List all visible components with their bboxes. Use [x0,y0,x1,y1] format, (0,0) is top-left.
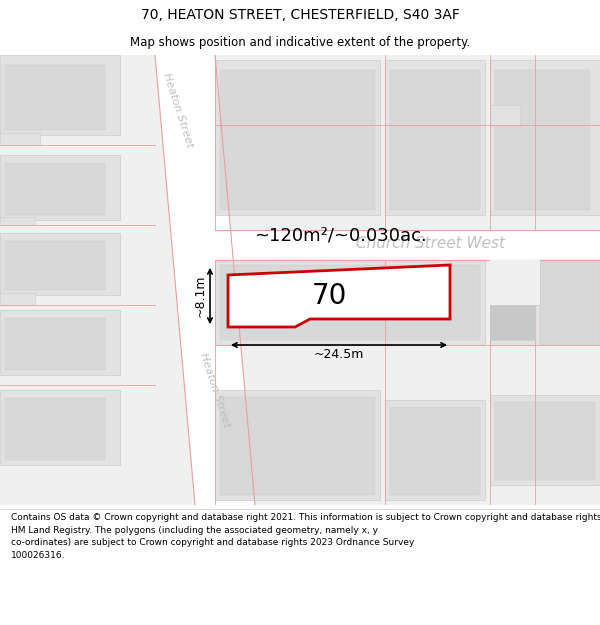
Bar [215,60,380,215]
Bar [215,260,485,345]
Bar [490,305,535,340]
Bar [490,105,520,125]
Bar [495,70,590,210]
Bar [0,390,120,465]
Text: Contains OS data © Crown copyright and database right 2021. This information is : Contains OS data © Crown copyright and d… [11,513,600,560]
Bar [390,407,480,495]
Bar [220,397,375,495]
Bar [5,163,105,215]
Bar [490,395,600,485]
Bar [490,260,540,290]
Bar [0,293,35,305]
Text: Heaton Street: Heaton Street [198,351,232,429]
Bar [215,390,380,500]
Text: Heaton Street: Heaton Street [161,71,195,149]
Bar [540,260,600,345]
Bar [390,70,480,210]
Text: ~120m²/~0.030ac.: ~120m²/~0.030ac. [254,226,427,244]
Bar [5,65,105,130]
Bar [0,310,120,375]
Polygon shape [228,265,450,327]
Text: 70: 70 [311,282,347,310]
Bar [490,60,600,215]
Bar [0,133,40,145]
Bar [220,70,375,210]
Text: Map shows position and indicative extent of the property.: Map shows position and indicative extent… [130,36,470,49]
Bar [0,217,35,225]
Bar [5,398,105,460]
Text: ~24.5m: ~24.5m [314,348,364,361]
Text: Church Street West: Church Street West [355,236,505,251]
Bar [0,233,120,295]
Bar [490,260,600,345]
Bar [0,155,120,220]
Bar [220,265,480,340]
Bar [0,55,120,135]
Bar [215,230,600,260]
Bar [5,318,105,370]
Bar [385,400,485,500]
Bar [385,60,485,215]
Text: 70, HEATON STREET, CHESTERFIELD, S40 3AF: 70, HEATON STREET, CHESTERFIELD, S40 3AF [140,8,460,22]
Text: ~8.1m: ~8.1m [194,275,207,318]
Bar [5,241,105,290]
Bar [495,402,595,480]
Bar [490,280,540,305]
Polygon shape [155,55,255,505]
